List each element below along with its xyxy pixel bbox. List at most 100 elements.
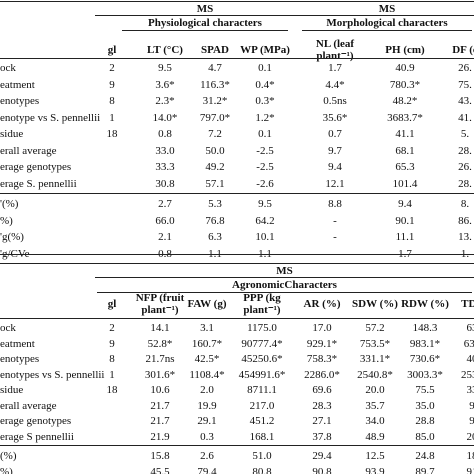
column-header: gl	[107, 298, 117, 310]
cell: 116.3*	[200, 78, 230, 91]
cell: 5.	[460, 128, 470, 140]
cell: 2.0	[200, 384, 214, 396]
cell: 9	[109, 78, 115, 91]
cell: 2286.0*	[304, 368, 340, 381]
cell: 8.	[460, 198, 470, 210]
cell: 28.8	[415, 415, 435, 427]
cell: 14.0*	[152, 111, 178, 124]
row-label: 'g/CVe	[0, 247, 30, 260]
cell: 8	[109, 353, 115, 365]
cell: 168.1	[249, 430, 275, 443]
cell: 2.6	[200, 450, 214, 462]
rule	[302, 30, 472, 31]
cell: 4.4*	[325, 78, 345, 91]
rule	[95, 277, 474, 278]
row-label: erage genotypes	[0, 415, 72, 427]
cell: 1175.0	[247, 322, 277, 334]
cell: 730.6*	[409, 353, 441, 365]
rule	[95, 15, 474, 16]
cell: 19.9	[197, 399, 217, 412]
column-header: PPP (kg plant⁻¹)	[243, 292, 281, 316]
cell: 69.6	[312, 384, 332, 396]
column-header: LT (°C)	[147, 44, 183, 56]
rule	[0, 193, 474, 194]
cell: 9.4	[398, 198, 412, 210]
cell: -	[333, 247, 337, 260]
cell: 48.9	[365, 430, 385, 443]
cell: 90.1	[395, 214, 415, 227]
cell: 18	[106, 128, 118, 140]
cell: 18	[106, 384, 118, 396]
cell: 35.0	[415, 399, 435, 412]
cell: 57.1	[205, 177, 225, 190]
cell: 3003.3*	[407, 368, 443, 381]
cell: 2	[109, 322, 115, 334]
cell: -2.5	[256, 161, 274, 173]
column-header: AR (%)	[303, 298, 341, 310]
row-label: eatment	[0, 78, 35, 91]
cell: 63	[466, 322, 474, 334]
row-label: erage S. pennellii	[0, 177, 77, 190]
cell: 3.1	[200, 322, 214, 334]
cell: 331.1*	[359, 353, 391, 365]
row-label: (%)	[0, 450, 17, 462]
cell: 2.1	[158, 231, 172, 243]
rule	[0, 254, 474, 255]
row-label: ock	[0, 322, 16, 334]
column-header: PH (cm)	[385, 44, 425, 56]
row-label: sidue	[0, 128, 24, 140]
cell: 9.4	[328, 161, 342, 173]
cell: 9.5	[158, 62, 172, 74]
group-header: Physiological characters	[148, 17, 262, 29]
column-header: SDW (%)	[352, 298, 398, 310]
cell: 66.0	[155, 214, 175, 227]
cell: 0.3	[200, 430, 214, 443]
cell: 160.7*	[191, 337, 223, 350]
cell: 57.2	[365, 322, 385, 334]
rule	[0, 445, 474, 446]
cell: 1	[109, 111, 115, 124]
cell: 31.2*	[202, 95, 228, 107]
cell: 10.6	[150, 384, 170, 396]
row-label: ock	[0, 62, 16, 74]
cell: 17.0	[312, 322, 332, 334]
cell: 45250.6*	[241, 353, 283, 365]
cell: 1.1	[258, 247, 272, 260]
cell: 5.3	[208, 198, 222, 210]
cell: 1	[109, 368, 115, 381]
cell: 35.6*	[322, 111, 348, 124]
column-header: FAW (g)	[187, 298, 227, 310]
cell: 0.1	[258, 128, 272, 140]
cell: 24.8	[415, 450, 435, 462]
cell: 26.	[458, 161, 472, 173]
cell: 1.	[460, 247, 470, 260]
cell: 33	[466, 384, 474, 396]
cell: 0.8	[158, 247, 172, 260]
cell: 33.0	[155, 144, 175, 157]
cell: 68.1	[395, 144, 415, 157]
cell: 2540.8*	[357, 368, 393, 381]
row-label: eatment	[0, 337, 35, 350]
cell: 4.7	[208, 62, 222, 74]
cell: 12.5	[365, 450, 385, 462]
cell: 29.4	[312, 450, 332, 462]
cell: 1108.4*	[189, 368, 225, 381]
cell: 2	[109, 62, 115, 74]
cell: 49.2	[205, 161, 225, 173]
cell: 9.7	[328, 144, 342, 157]
cell: 18	[466, 450, 474, 462]
row-label: enotype vs S. pennellii	[0, 111, 101, 124]
cell: 15.8	[150, 450, 170, 462]
cell: 76.8	[205, 214, 225, 227]
row-label: 'g(%)	[0, 231, 24, 243]
cell: 13.	[458, 231, 472, 243]
rule	[97, 292, 472, 293]
column-header: TD (	[461, 298, 474, 310]
cell: 6.3	[208, 231, 222, 243]
cell: 8	[109, 95, 115, 107]
cell: 75.	[458, 78, 472, 91]
column-header: DF (c	[452, 44, 474, 56]
column-header: SPAD	[201, 44, 229, 56]
cell: -2.5	[256, 144, 274, 157]
